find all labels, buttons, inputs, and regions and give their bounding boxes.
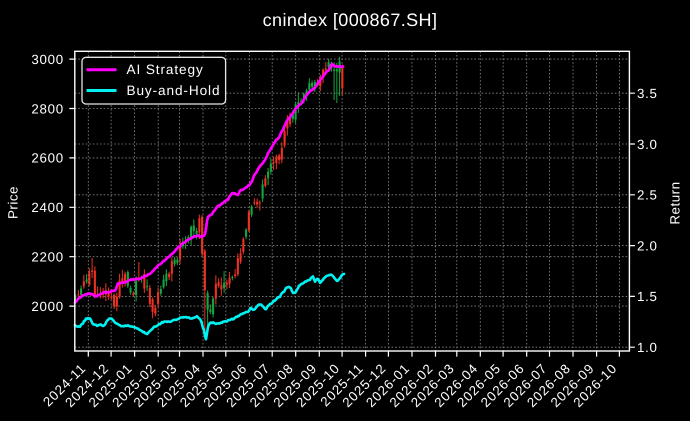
svg-text:1.0: 1.0 xyxy=(637,340,658,355)
svg-text:Return: Return xyxy=(668,181,683,224)
svg-text:2.0: 2.0 xyxy=(637,238,658,253)
svg-text:2.5: 2.5 xyxy=(637,188,658,203)
svg-text:3.0: 3.0 xyxy=(637,137,658,152)
svg-text:Price: Price xyxy=(5,186,20,219)
svg-text:2200: 2200 xyxy=(31,250,63,265)
svg-text:2400: 2400 xyxy=(31,200,63,215)
svg-text:2600: 2600 xyxy=(31,151,63,166)
svg-text:2800: 2800 xyxy=(31,101,63,116)
svg-text:AI Strategy: AI Strategy xyxy=(127,62,204,77)
svg-text:cnindex [000867.SH]: cnindex [000867.SH] xyxy=(263,10,438,30)
svg-text:3000: 3000 xyxy=(31,52,63,67)
svg-text:1.5: 1.5 xyxy=(637,289,658,304)
svg-text:2000: 2000 xyxy=(31,299,63,314)
svg-text:Buy-and-Hold: Buy-and-Hold xyxy=(127,83,221,98)
svg-text:3.5: 3.5 xyxy=(637,86,658,101)
